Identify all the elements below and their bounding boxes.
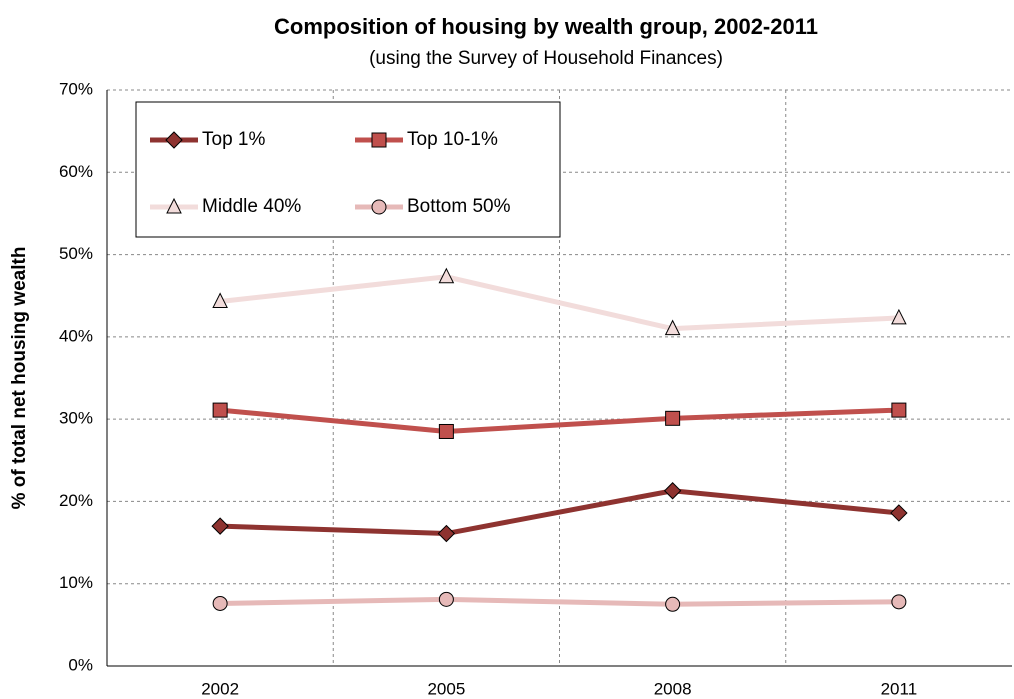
- series-line: [219, 407, 899, 434]
- legend-label: Bottom 50%: [407, 196, 511, 217]
- marker-square: [212, 402, 228, 418]
- x-tick-label: 2011: [881, 679, 918, 698]
- marker-diamond: [663, 482, 682, 500]
- x-tick-label: 2008: [654, 679, 692, 698]
- legend-box: [135, 101, 561, 238]
- marker-triangle: [664, 319, 681, 336]
- y-tick-label: 0%: [68, 655, 93, 674]
- marker-circle: [665, 596, 681, 612]
- marker-triangle: [438, 267, 455, 284]
- x-tick-label: 2005: [427, 679, 465, 698]
- marker-square: [665, 410, 681, 426]
- y-tick-label: 10%: [59, 573, 93, 592]
- marker-circle: [212, 595, 228, 611]
- marker-diamond: [165, 131, 183, 149]
- legend-label: Top 10-1%: [407, 129, 498, 150]
- marker-triangle: [891, 308, 907, 325]
- series-line: [220, 596, 899, 607]
- marker-circle: [891, 594, 907, 610]
- marker-diamond: [437, 524, 456, 543]
- series-line: [220, 488, 900, 537]
- marker-triangle: [166, 197, 182, 214]
- marker-diamond: [890, 504, 908, 522]
- x-tick-label: 2002: [201, 679, 239, 698]
- y-tick-label: 70%: [59, 79, 93, 98]
- chart-subtitle: (using the Survey of Household Finances): [369, 48, 723, 69]
- y-tick-label: 20%: [59, 491, 93, 510]
- y-tick-label: 60%: [59, 162, 93, 181]
- marker-square: [891, 402, 907, 418]
- marker-circle: [438, 591, 454, 607]
- chart-title: Composition of housing by wealth group, …: [274, 14, 818, 39]
- series-line: [219, 274, 899, 332]
- y-tick-label: 40%: [59, 326, 93, 345]
- legend-label: Middle 40%: [202, 196, 301, 217]
- legend: Top 1% Top 10-1% Middle 40% Bottom 50%: [135, 101, 561, 238]
- marker-square: [371, 132, 387, 148]
- marker-square: [438, 423, 454, 439]
- y-axis-title: % of total net housing wealth: [9, 247, 30, 510]
- marker-diamond: [211, 517, 229, 535]
- y-tick-label: 30%: [59, 409, 93, 428]
- marker-triangle: [212, 292, 228, 308]
- marker-circle: [371, 199, 387, 215]
- y-tick-label: 50%: [59, 244, 93, 263]
- legend-label: Top 1%: [202, 129, 265, 150]
